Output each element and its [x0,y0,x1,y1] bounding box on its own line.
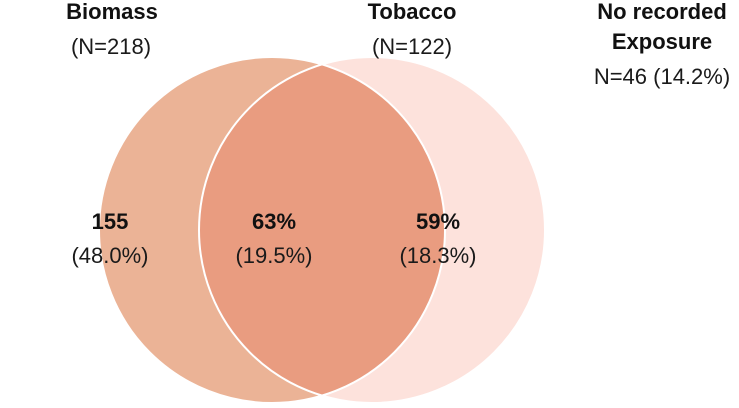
biomass-only-percent: (48.0%) [71,243,148,268]
tobacco-only-percent: (18.3%) [399,243,476,268]
biomass-only-value: 155 [92,209,129,234]
biomass-n-label: (N=218) [71,34,151,59]
no-exposure-value: N=46 (14.2%) [594,64,730,89]
tobacco-only-value: 59% [416,209,460,234]
overlap-value: 63% [252,209,296,234]
no-exposure-title-line2: Exposure [612,29,712,54]
tobacco-n-label: (N=122) [372,34,452,59]
tobacco-outline [198,56,546,404]
overlap-percent: (19.5%) [235,243,312,268]
overlap-region [199,57,445,403]
no-exposure-title-line1: No recorded [597,0,727,24]
tobacco-title: Tobacco [368,0,457,24]
biomass-title: Biomass [66,0,158,24]
biomass-outline [98,56,446,404]
